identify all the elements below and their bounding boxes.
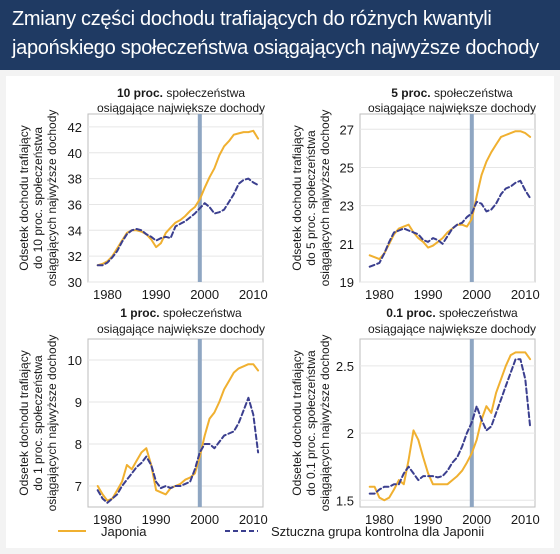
x-tick-label: 1990 <box>142 287 171 302</box>
y-axis-label-line: Odsetek dochodu trafiający <box>17 350 31 495</box>
y-tick-label: 7 <box>75 479 82 494</box>
x-tick-label: 1990 <box>414 512 443 527</box>
chart-3: 1 proc. społeczeństwa osiągające najwięks… <box>17 306 268 527</box>
page-title-line-1: Zmiany części dochodu trafiających do ró… <box>12 8 492 30</box>
plot-area <box>87 113 264 283</box>
japan-series-line <box>96 363 260 502</box>
y-tick-label: 34 <box>68 223 82 238</box>
x-tick-label: 2000 <box>190 512 219 527</box>
chart-title-bold: 5 proc. <box>391 86 430 100</box>
plot-area <box>87 338 264 508</box>
y-axis-label-line: osiągających najwyższe dochody <box>318 110 332 287</box>
chart-title: 1 proc. społeczeństwa <box>120 306 242 320</box>
y-tick-label: 40 <box>68 146 82 161</box>
chart-title-rest: społeczeństwa <box>160 306 242 320</box>
treatment-year-marker <box>197 339 202 507</box>
x-tick-label: 1990 <box>414 287 443 302</box>
y-axis-label-line: osiągających najwyższe dochody <box>45 335 59 512</box>
chart-title-line-2: osiągające największe dochody <box>368 101 536 115</box>
y-axis-label-line: osiągających najwyższe dochody <box>45 110 59 287</box>
y-tick-label: 25 <box>340 160 354 175</box>
y-axis-label-line: Odsetek dochodu trafiający <box>290 125 304 270</box>
y-axis-label-line: do 0.1 proc. społeczeństwa <box>304 350 318 496</box>
x-tick-label: 1990 <box>142 512 171 527</box>
chart-title-line-2: osiągające największe dochody <box>368 322 536 336</box>
synthetic-control-series-line <box>368 179 532 268</box>
y-tick-label: 9 <box>75 395 82 410</box>
legend: Japonia Sztuczna grupa kontrolna dla Japo… <box>58 524 484 539</box>
y-tick-label: 27 <box>340 122 354 137</box>
y-tick-label: 19 <box>340 275 354 290</box>
y-tick-label: 32 <box>68 249 82 264</box>
chart-title-line-2: osiągające największe dochody <box>97 322 265 336</box>
chart-title: 10 proc. społeczeństwa <box>117 86 245 100</box>
title-bar: Zmiany części dochodu trafiających do ró… <box>0 0 560 70</box>
y-tick-label: 8 <box>75 437 82 452</box>
chart-title: 0.1 proc. społeczeństwa <box>386 306 518 320</box>
x-tick-label: 1980 <box>365 512 394 527</box>
chart-4: 0.1 proc. społeczeństwa osiągające najwię… <box>290 306 540 527</box>
y-tick-label: 10 <box>68 353 82 368</box>
chart-title-bold: 10 proc. <box>117 86 163 100</box>
x-tick-label: 2010 <box>511 287 540 302</box>
y-axis-label-line: Odsetek dochodu trafiający <box>17 125 31 270</box>
chart-title-rest: społeczeństwa <box>431 86 513 100</box>
plot-area <box>359 113 536 283</box>
y-tick-label: 36 <box>68 197 82 212</box>
y-axis-label-line: osiągających najwyższe dochody <box>318 335 332 512</box>
y-tick-label: 2.5 <box>336 359 354 374</box>
x-tick-label: 2000 <box>190 287 219 302</box>
chart-title-bold: 0.1 proc. <box>386 306 435 320</box>
y-axis-label-line: do 5 proc. społeczeństwa <box>304 130 318 266</box>
chart-title: 5 proc. społeczeństwa <box>391 86 513 100</box>
treatment-year-marker <box>469 114 474 282</box>
y-tick-label: 21 <box>340 237 354 252</box>
plot-area <box>359 338 536 508</box>
x-tick-label: 1980 <box>93 512 122 527</box>
legend-japan-label: Japonia <box>101 524 147 539</box>
y-axis-label-line: Odsetek dochodu trafiający <box>290 350 304 495</box>
y-tick-label: 30 <box>68 275 82 290</box>
x-tick-label: 2010 <box>239 512 268 527</box>
x-tick-label: 2000 <box>462 512 491 527</box>
y-tick-label: 42 <box>68 120 82 135</box>
charts-panel: 10 proc. społeczeństwa osiągające najwięk… <box>6 76 554 548</box>
x-tick-label: 1980 <box>365 287 394 302</box>
y-tick-label: 23 <box>340 199 354 214</box>
synthetic-control-series-line <box>96 177 260 267</box>
synthetic-control-series-line <box>96 396 260 504</box>
y-tick-label: 2 <box>347 426 354 441</box>
chart-title-rest: społeczeństwa <box>436 306 518 320</box>
chart-title-bold: 1 proc. <box>120 306 159 320</box>
x-tick-label: 2010 <box>239 287 268 302</box>
y-tick-label: 38 <box>68 172 82 187</box>
chart-title-line-2: osiągające największe dochody <box>97 101 265 115</box>
chart-title-rest: społeczeństwa <box>163 86 245 100</box>
synthetic-control-series-line <box>368 358 532 495</box>
y-tick-label: 1.5 <box>336 493 354 508</box>
japan-series-line <box>368 130 532 261</box>
x-tick-label: 2010 <box>511 512 540 527</box>
x-tick-label: 1980 <box>93 287 122 302</box>
legend-synthetic-label: Sztuczna grupa kontrolna dla Japonii <box>271 524 484 539</box>
x-tick-label: 2000 <box>462 287 491 302</box>
page-title-line-2: japońskiego społeczeństwa osiągających n… <box>12 37 539 59</box>
y-axis-label-line: do 10 proc. społeczeństwa <box>31 127 45 269</box>
y-axis-label-line: do 1 proc. społeczeństwa <box>31 355 45 491</box>
